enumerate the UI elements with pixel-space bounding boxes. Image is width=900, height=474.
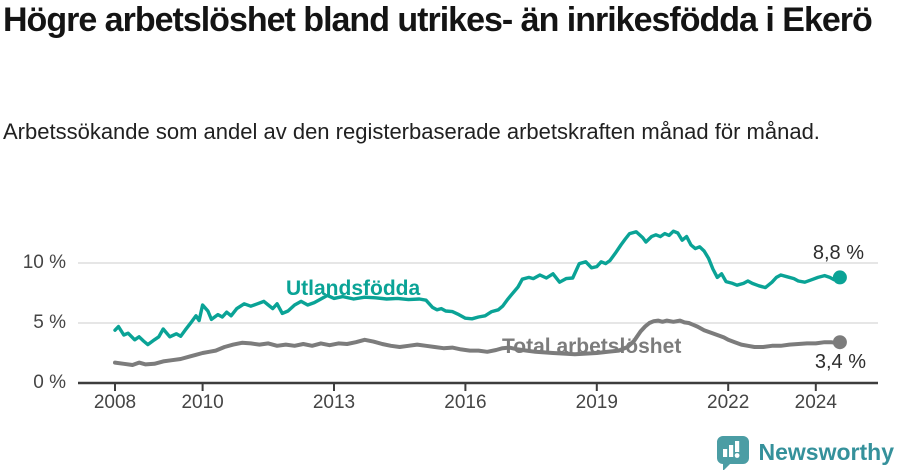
x-tick-label: 2019: [575, 392, 618, 413]
x-tick-label: 2008: [93, 392, 137, 413]
series-end-dot-utlandsfodda: [832, 270, 847, 285]
y-tick-label: 0 %: [33, 372, 66, 393]
series-line-utlandsfodda: [113, 229, 842, 347]
newsworthy-branding: Newsworthy: [714, 434, 894, 470]
y-tick-label: 10 %: [22, 252, 66, 273]
bar-chart-speech-bubble-icon: [716, 436, 749, 470]
chart-title: Högre arbetslöshet bland utrikes- än inr…: [3, 1, 873, 39]
series-end-dot-total: [832, 335, 847, 350]
chart-subtitle: Arbetssökande som andel av den registerb…: [3, 119, 820, 144]
series-label-utlandsfodda: Utlandsfödda: [286, 277, 421, 300]
y-tick-label: 5 %: [33, 312, 66, 333]
series-label-total-arbetsloshet: Total arbetslöshet: [502, 335, 682, 358]
end-value-total: 3,4 %: [814, 351, 866, 373]
brand-name: Newsworthy: [758, 439, 894, 465]
x-tick-label: 2024: [794, 392, 837, 413]
x-tick-label: 2016: [444, 392, 487, 413]
series-line-total: [113, 318, 842, 367]
x-tick-label: 2010: [181, 392, 224, 413]
x-tick-label: 2013: [312, 392, 356, 413]
x-tick-label: 2022: [707, 392, 750, 413]
end-value-utlandsfodda: 8,8 %: [812, 242, 864, 264]
